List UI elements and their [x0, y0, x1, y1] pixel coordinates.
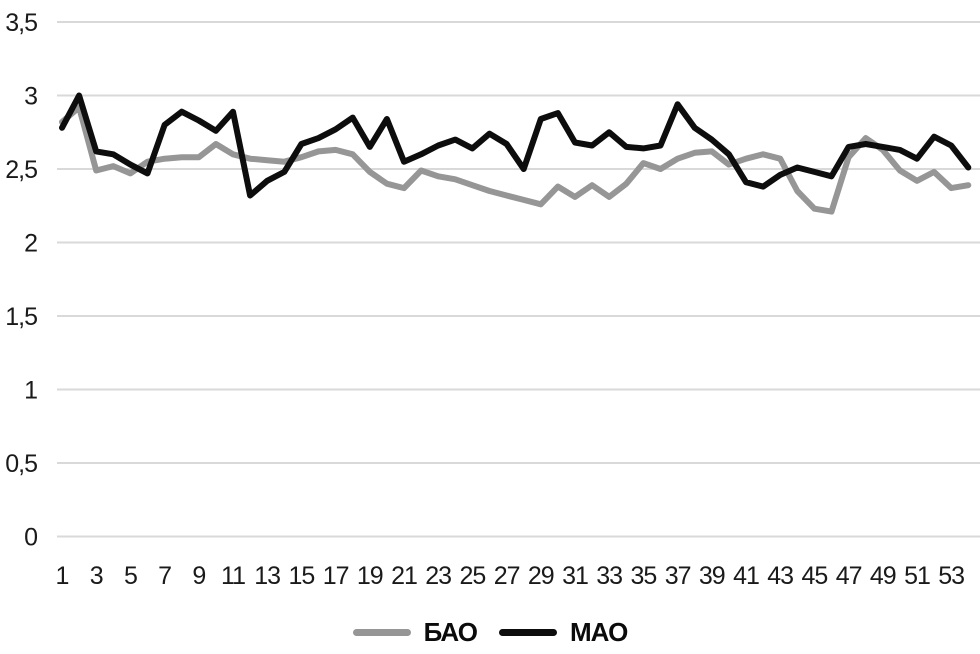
x-axis-tick-label: 23 [425, 562, 451, 590]
x-axis-tick-label: 53 [938, 562, 964, 590]
x-axis-tick-label: 37 [665, 562, 691, 590]
chart-legend: БАО МАО [0, 610, 980, 654]
y-axis-tick-label: 2,5 [5, 156, 37, 184]
x-axis-tick-label: 21 [391, 562, 417, 590]
y-axis-tick-label: 0,5 [5, 450, 37, 478]
x-axis-tick-label: 1 [56, 562, 69, 590]
legend-swatch-bao [352, 628, 411, 636]
x-axis-tick-label: 25 [459, 562, 485, 590]
x-axis-tick-label: 35 [630, 562, 656, 590]
y-axis-tick-label: 2 [24, 230, 37, 258]
y-axis-tick-label: 1,5 [5, 303, 37, 331]
x-axis-tick-label: 43 [767, 562, 793, 590]
y-axis-tick-label: 3 [24, 83, 37, 111]
x-axis-tick-label: 45 [801, 562, 827, 590]
chart-canvas: 00,511,522,533,51 3 5 7 9 11 13 15 17 19 21 23 25 27 2… [5, 9, 980, 590]
x-axis-tick-label: 3 [90, 562, 103, 590]
y-axis-tick-label: 3,5 [5, 9, 37, 37]
x-axis-tick-label: 49 [870, 562, 896, 590]
series-line-мао [59, 92, 972, 199]
legend-swatch-mao [499, 628, 558, 636]
x-axis-tick-label: 41 [733, 562, 759, 590]
legend-label-bao: БАО [423, 617, 478, 647]
x-axis-tick-label: 33 [596, 562, 622, 590]
x-axis-tick-label: 17 [323, 562, 349, 590]
legend-label-mao: МАО [570, 617, 628, 647]
series-line-бао [59, 104, 972, 215]
y-axis-tick-label: 0 [24, 524, 37, 552]
x-axis-tick-label: 15 [288, 562, 314, 590]
x-axis-tick-label: 5 [124, 562, 137, 590]
x-axis-tick-label: 19 [357, 562, 383, 590]
x-axis-tick-label: 29 [528, 562, 554, 590]
x-axis-tick-label: 31 [562, 562, 588, 590]
x-axis-tick-label: 47 [836, 562, 862, 590]
x-axis-tick-label: 13 [254, 562, 280, 590]
x-axis-tick-label: 11 [221, 562, 245, 590]
x-axis-tick-label: 51 [904, 562, 930, 590]
line-chart: 0 0,5 1 1,5 2 2,5 3 3,5 1 3 5 7 9 11 13 15 17 19 21 23 25 27 2… [5, 9, 980, 590]
x-axis-tick-label: 27 [494, 562, 520, 590]
x-axis-tick-label: 9 [192, 562, 205, 590]
y-axis-tick-label: 1 [24, 377, 37, 405]
x-axis-tick-label: 7 [158, 562, 171, 590]
x-axis-tick-label: 39 [699, 562, 725, 590]
